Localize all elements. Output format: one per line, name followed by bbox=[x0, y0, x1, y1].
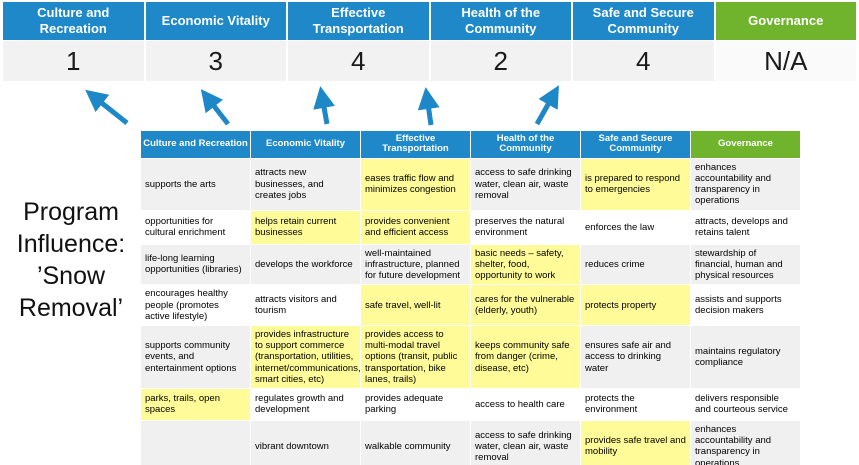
matrix-cell: reduces crime bbox=[580, 243, 691, 286]
summary-score: N/A bbox=[715, 41, 856, 81]
program-influence-label: Program Influence: ’Snow Removal’ bbox=[16, 198, 126, 322]
matrix-cell: provides adequate parking bbox=[360, 387, 471, 421]
matrix-cell: keeps community safe from danger (crime,… bbox=[470, 324, 581, 389]
matrix-cell: protects the environment bbox=[580, 387, 691, 421]
summary-column: Governance N/A bbox=[715, 2, 856, 81]
matrix-cell: attracts visitors and tourism bbox=[250, 284, 361, 326]
matrix-cell: provides access to multi-modal travel op… bbox=[360, 324, 471, 389]
matrix-cell: basic needs – safety, shelter, food, opp… bbox=[470, 243, 581, 286]
matrix-cell: walkable community bbox=[360, 419, 471, 465]
matrix-cell: supports the arts bbox=[140, 157, 251, 211]
summary-score: 4 bbox=[573, 41, 714, 81]
summary-header: Safe and Secure Community bbox=[573, 2, 714, 40]
matrix-cell: ensures safe air and access to drinking … bbox=[580, 324, 691, 389]
matrix-cell: opportunities for cultural enrichment bbox=[140, 209, 251, 245]
summary-header: Health of the Community bbox=[430, 2, 571, 40]
matrix-cell: attracts, develops and retains talent bbox=[690, 209, 801, 245]
matrix-header-cell: Economic Vitality bbox=[250, 130, 361, 159]
matrix-header-cell: Safe and Secure Community bbox=[580, 130, 691, 159]
matrix-cell: well-maintained infrastructure, planned … bbox=[360, 243, 471, 286]
matrix-cell: access to health care bbox=[470, 387, 581, 421]
summary-column: Health of the Community 2 bbox=[430, 2, 571, 81]
matrix-cell: parks, trails, open spaces bbox=[140, 387, 251, 421]
matrix-cell: enhances accountability and transparency… bbox=[690, 419, 801, 465]
matrix-cell: supports community events, and entertain… bbox=[140, 324, 251, 389]
matrix-row: parks, trails, open spaces regulates grow… bbox=[140, 387, 801, 421]
matrix-cell: is prepared to respond to emergencies bbox=[580, 157, 691, 211]
matrix-row: life-long learning opportunities (librar… bbox=[140, 243, 801, 286]
matrix-cell: access to safe drinking water, clean air… bbox=[470, 419, 581, 465]
matrix-cell: safe travel, well-lit bbox=[360, 284, 471, 326]
matrix-header-cell: Governance bbox=[690, 130, 801, 159]
matrix-cell: develops the workforce bbox=[250, 243, 361, 286]
summary-column: Effective Transportation 4 bbox=[288, 2, 429, 81]
summary-score: 2 bbox=[430, 41, 571, 81]
matrix-cell: provides convenient and efficient access bbox=[360, 209, 471, 245]
matrix-row: encourages healthy people (promotes acti… bbox=[140, 284, 801, 326]
up-arrow-icon bbox=[200, 89, 230, 126]
matrix-cell: cares for the vulnerable (elderly, youth… bbox=[470, 284, 581, 326]
matrix-cell: preserves the natural environment bbox=[470, 209, 581, 245]
summary-header: Economic Vitality bbox=[145, 2, 286, 40]
matrix-cell: attracts new businesses, and creates job… bbox=[250, 157, 361, 211]
matrix-header-cell: Health of the Community bbox=[470, 130, 581, 159]
summary-column: Safe and Secure Community 4 bbox=[573, 2, 714, 81]
summary-score: 3 bbox=[145, 41, 286, 81]
matrix-row: opportunities for cultural enrichment hel… bbox=[140, 209, 801, 245]
summary-score-table: Culture and Recreation 1 Economic Vitality… bbox=[3, 2, 856, 81]
matrix-cell: delivers responsible and courteous servi… bbox=[690, 387, 801, 421]
influence-matrix-table: Culture and Recreation Economic Vitality E… bbox=[140, 130, 801, 465]
summary-column: Culture and Recreation 1 bbox=[3, 2, 144, 81]
summary-header: Effective Transportation bbox=[288, 2, 429, 40]
summary-header: Governance bbox=[715, 2, 856, 40]
matrix-row: supports community events, and entertain… bbox=[140, 324, 801, 389]
matrix-cell: protects property bbox=[580, 284, 691, 326]
matrix-header-cell: Effective Transportation bbox=[360, 130, 471, 159]
matrix-row: vibrant downtown walkable community access… bbox=[140, 419, 801, 465]
matrix-cell: encourages healthy people (promotes acti… bbox=[140, 284, 251, 326]
matrix-cell bbox=[140, 419, 251, 465]
up-arrow-icon bbox=[85, 89, 129, 125]
matrix-cell: helps retain current businesses bbox=[250, 209, 361, 245]
influence-arrows bbox=[85, 85, 559, 126]
up-arrow-icon bbox=[313, 86, 335, 125]
matrix-cell: regulates growth and development bbox=[250, 387, 361, 421]
matrix-header-cell: Culture and Recreation bbox=[140, 130, 251, 159]
matrix-cell: provides safe travel and mobility bbox=[580, 419, 691, 465]
matrix-cell: enhances accountability and transparency… bbox=[690, 157, 801, 211]
summary-header: Culture and Recreation bbox=[3, 2, 144, 40]
matrix-cell: vibrant downtown bbox=[250, 419, 361, 465]
matrix-row: supports the arts attracts new businesses… bbox=[140, 157, 801, 211]
up-arrow-icon bbox=[534, 85, 559, 126]
matrix-cell: enforces the law bbox=[580, 209, 691, 245]
matrix-cell: eases traffic flow and minimizes congest… bbox=[360, 157, 471, 211]
matrix-cell: life-long learning opportunities (librar… bbox=[140, 243, 251, 286]
matrix-cell: stewardship of financial, human and phys… bbox=[690, 243, 801, 286]
matrix-cell: provides infrastructure to support comme… bbox=[250, 324, 361, 389]
up-arrow-icon bbox=[417, 87, 440, 126]
summary-column: Economic Vitality 3 bbox=[145, 2, 286, 81]
summary-score: 4 bbox=[288, 41, 429, 81]
matrix-cell: assists and supports decision makers bbox=[690, 284, 801, 326]
matrix-cell: access to safe drinking water, clean air… bbox=[470, 157, 581, 211]
matrix-cell: maintains regulatory compliance bbox=[690, 324, 801, 389]
matrix-header-row: Culture and Recreation Economic Vitality E… bbox=[140, 130, 801, 159]
summary-score: 1 bbox=[3, 41, 144, 81]
